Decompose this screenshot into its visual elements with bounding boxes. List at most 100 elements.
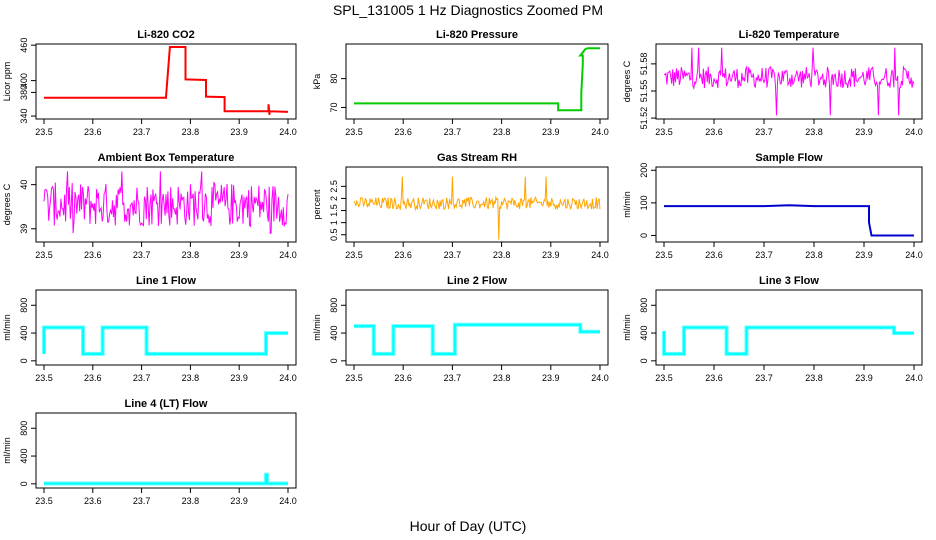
y-tick-label: 39 xyxy=(19,224,29,234)
x-tick-label: 23.5 xyxy=(345,127,363,137)
x-tick-label: 24.0 xyxy=(279,127,297,137)
y-axis-label: kPa xyxy=(312,74,322,90)
y-axis-label: ml/min xyxy=(622,191,632,218)
y-tick-label: 0.5 xyxy=(329,228,339,241)
plot-frame xyxy=(35,43,297,120)
plot-frame xyxy=(345,289,609,366)
panel-title: Line 3 Flow xyxy=(759,275,819,287)
y-tick-label: 400 xyxy=(329,326,339,341)
y-axis-label: ml/min xyxy=(2,437,12,464)
x-axis-label: Hour of Day (UTC) xyxy=(409,518,527,534)
x-tick-label: 23.8 xyxy=(805,127,823,137)
y-tick-label: 100 xyxy=(639,195,649,210)
x-tick-label: 23.5 xyxy=(35,250,53,260)
y-tick-label: 2 xyxy=(329,196,339,201)
y-tick-label: 40 xyxy=(19,180,29,190)
x-tick-label: 23.7 xyxy=(755,127,773,137)
x-tick-label: 24.0 xyxy=(279,250,297,260)
y-tick-label: 800 xyxy=(19,298,29,313)
y-tick-label: 51.52 xyxy=(639,107,649,130)
panel-3: Li-820 Temperature degrees C 23.5 23.6 23.7 2… xyxy=(622,29,923,137)
x-tick-label: 23.5 xyxy=(655,127,673,137)
x-tick-label: 23.6 xyxy=(705,127,723,137)
y-tick-label: 460 xyxy=(19,38,29,53)
x-tick-label: 23.9 xyxy=(542,250,560,260)
x-tick-label: 24.0 xyxy=(905,373,923,383)
x-tick-label: 24.0 xyxy=(591,250,609,260)
panel-8: Line 2 Flow ml/min 23.5 23.6 23.7 23.8 23.9 24.… xyxy=(312,275,609,383)
x-tick-label: 23.7 xyxy=(444,127,462,137)
plot-frame xyxy=(345,166,609,243)
x-tick-label: 23.7 xyxy=(133,127,151,137)
panel-title: Line 4 (LT) Flow xyxy=(125,398,208,410)
y-tick-label: 400 xyxy=(19,326,29,341)
y-tick-label: 51.58 xyxy=(639,53,649,76)
x-tick-label: 23.7 xyxy=(133,250,151,260)
x-tick-label: 23.8 xyxy=(182,373,200,383)
x-tick-label: 23.8 xyxy=(182,496,200,506)
y-tick-label: 2.5 xyxy=(329,180,339,193)
series-line xyxy=(663,47,915,116)
x-tick-label: 23.7 xyxy=(444,373,462,383)
panel-5: Gas Stream RH percent 23.5 23.6 23.7 23.8 23.9… xyxy=(312,152,609,260)
x-tick-label: 23.6 xyxy=(705,250,723,260)
x-tick-label: 23.5 xyxy=(35,127,53,137)
x-tick-label: 23.6 xyxy=(84,250,102,260)
x-tick-label: 23.5 xyxy=(35,373,53,383)
x-tick-label: 23.7 xyxy=(755,373,773,383)
x-tick-label: 24.0 xyxy=(905,250,923,260)
x-tick-label: 23.6 xyxy=(394,373,412,383)
x-tick-label: 23.8 xyxy=(805,373,823,383)
x-tick-label: 23.7 xyxy=(755,250,773,260)
y-tick-label: 0 xyxy=(639,358,649,363)
x-tick-label: 23.7 xyxy=(133,496,151,506)
x-tick-label: 23.5 xyxy=(655,373,673,383)
series-band xyxy=(42,325,288,356)
x-tick-label: 23.5 xyxy=(655,250,673,260)
y-tick-label: 800 xyxy=(19,421,29,436)
panel-6: Sample Flow ml/min 23.5 23.6 23.7 23.8 23.9 24.… xyxy=(622,152,923,260)
plot-frame xyxy=(655,289,923,366)
x-tick-label: 23.5 xyxy=(35,496,53,506)
y-axis-label: Licor ppm xyxy=(2,62,12,102)
series-band xyxy=(354,322,600,356)
x-tick-label: 23.6 xyxy=(84,127,102,137)
panel-title: Li-820 Pressure xyxy=(436,29,518,41)
y-tick-label: 1 xyxy=(329,220,339,225)
panel-9: Line 3 Flow ml/min 23.5 23.6 23.7 23.8 23.9 24.… xyxy=(622,275,923,383)
panel-title: Sample Flow xyxy=(755,152,823,164)
panel-title: Line 2 Flow xyxy=(447,275,507,287)
panel-title: Ambient Box Temperature xyxy=(98,152,235,164)
y-tick-label: 0 xyxy=(19,481,29,486)
plot-frame xyxy=(655,166,923,243)
y-axis-label: degrees C xyxy=(2,183,12,225)
panel-7: Line 1 Flow ml/min 23.5 23.6 23.7 23.8 23.9 24.… xyxy=(2,275,297,383)
y-tick-label: 400 xyxy=(19,73,29,88)
x-tick-label: 23.9 xyxy=(855,127,873,137)
y-tick-label: 80 xyxy=(329,74,339,84)
x-tick-label: 23.9 xyxy=(230,127,248,137)
figure-title: SPL_131005 1 Hz Diagnostics Zoomed PM xyxy=(332,2,604,18)
x-tick-label: 23.6 xyxy=(394,127,412,137)
y-tick-label: 400 xyxy=(19,449,29,464)
y-tick-label: 800 xyxy=(639,298,649,313)
y-tick-label: 400 xyxy=(639,326,649,341)
series-line xyxy=(664,204,914,237)
x-tick-label: 23.9 xyxy=(230,250,248,260)
x-tick-label: 23.8 xyxy=(493,373,511,383)
x-tick-label: 24.0 xyxy=(905,127,923,137)
x-tick-label: 24.0 xyxy=(591,127,609,137)
y-tick-label: 200 xyxy=(639,163,649,178)
plot-frame xyxy=(655,43,923,120)
plot-frame xyxy=(35,166,297,243)
y-tick-label: 1.5 xyxy=(329,204,339,217)
y-tick-label: 70 xyxy=(329,102,339,112)
x-tick-label: 23.6 xyxy=(84,496,102,506)
x-tick-label: 23.9 xyxy=(230,496,248,506)
x-tick-label: 23.9 xyxy=(230,373,248,383)
x-tick-label: 23.9 xyxy=(855,373,873,383)
plot-frame xyxy=(345,43,609,120)
panel-4: Ambient Box Temperature degrees C 23.5 23.6… xyxy=(2,152,297,260)
panel-10: Line 4 (LT) Flow ml/min 23.5 23.6 23.7 23.8 23… xyxy=(2,398,297,506)
